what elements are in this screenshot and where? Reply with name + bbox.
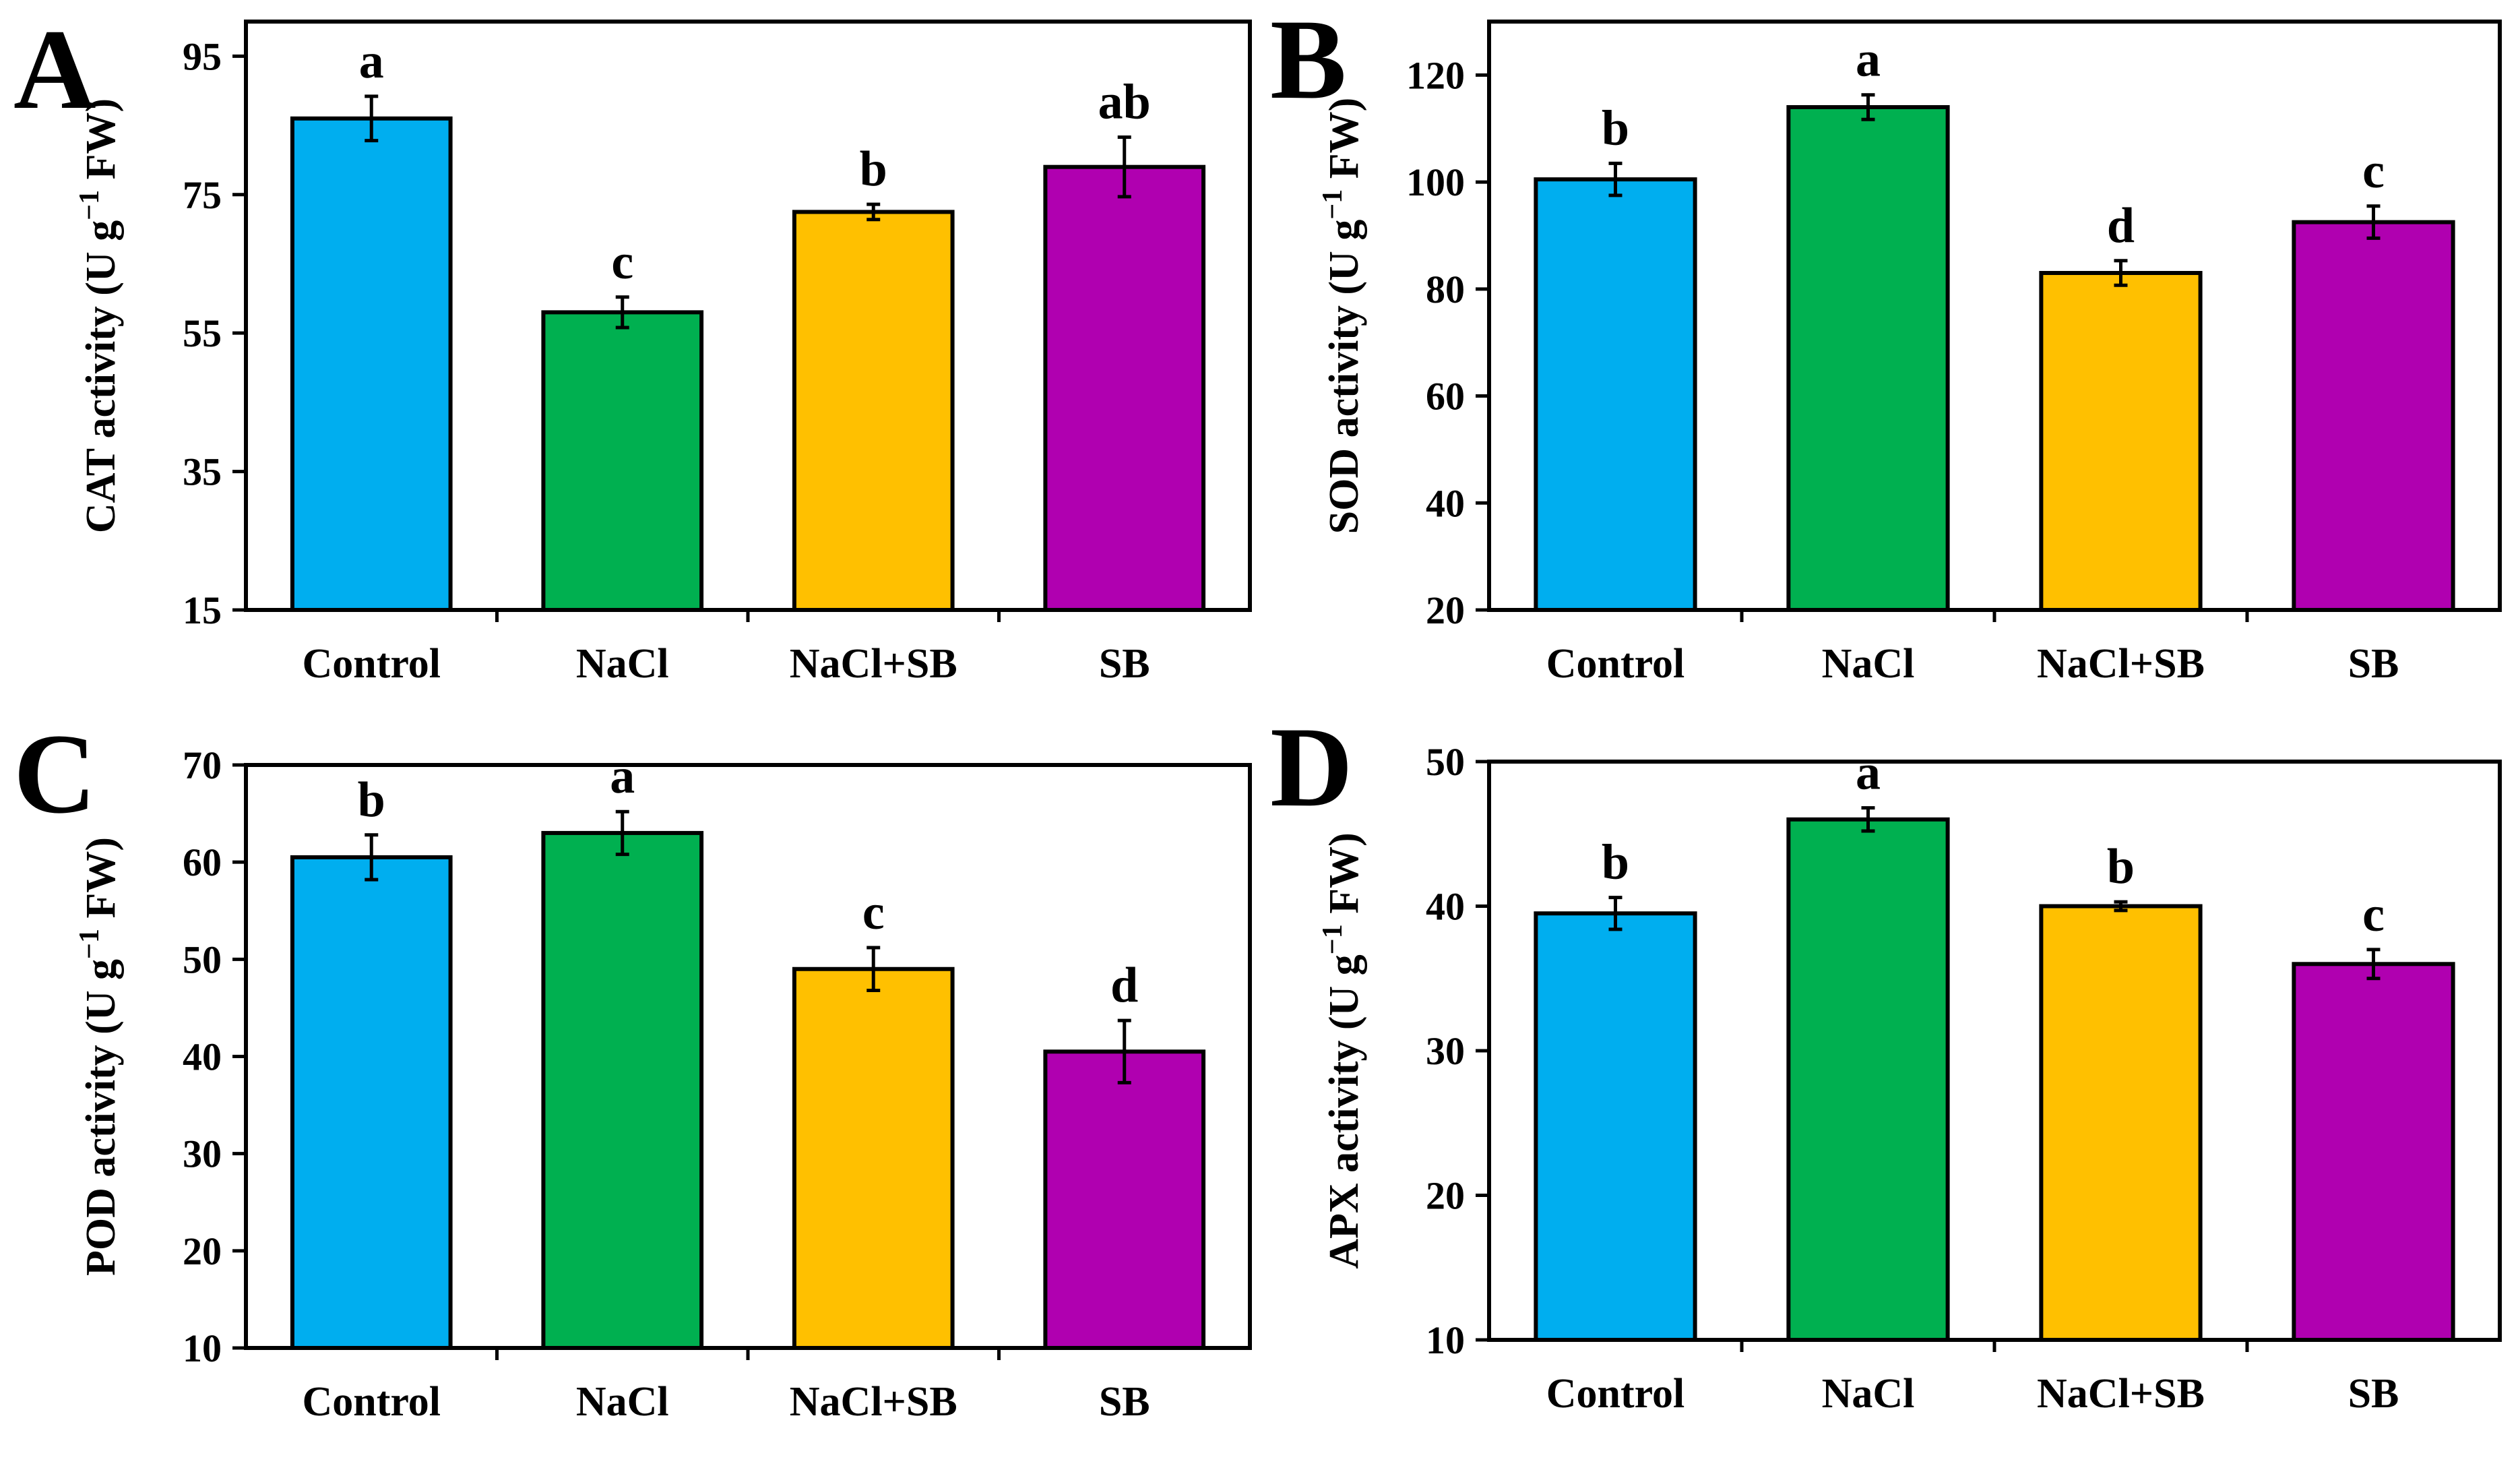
category-label: NaCl [576, 1379, 669, 1425]
bar-sb [2292, 962, 2455, 1343]
bar-nacl [1786, 104, 1950, 612]
panel-d: Db Control a NaCl b NaCl+SB c SB 10 20 30 40 50 APX a… [1270, 704, 2502, 1417]
significance-letter: d [2107, 198, 2135, 253]
y-tick-label: 60 [1426, 375, 1465, 419]
bar-control [290, 116, 453, 613]
panel-label: C [13, 710, 96, 837]
category-label: SB [1099, 641, 1150, 687]
significance-letter: b [358, 772, 385, 828]
y-axis-label-unit: FW) [78, 98, 124, 190]
y-tick-label: 75 [183, 173, 222, 217]
y-tick-label: 20 [183, 1229, 222, 1273]
plot-frame [244, 763, 1252, 1350]
y-axis-label-superscript: −1 [1317, 189, 1348, 220]
y-tick-label: 50 [183, 938, 222, 981]
y-axis-label-unit: FW) [1321, 832, 1367, 924]
bar-nacl [541, 310, 704, 612]
category-label: NaCl+SB [2037, 641, 2205, 687]
bar-nacl-sb [792, 210, 955, 612]
y-tick-label: 15 [183, 588, 222, 632]
y-tick-label: 120 [1406, 53, 1465, 97]
category-label: SB [1099, 1379, 1150, 1425]
y-tick-label: 30 [183, 1132, 222, 1176]
significance-letter: a [610, 749, 635, 804]
y-tick-label: 40 [1426, 885, 1465, 929]
bar-nacl-sb [2039, 271, 2203, 612]
y-tick-label: 55 [183, 311, 222, 355]
y-axis-label: POD activity (U g−1 FW) [74, 837, 124, 1276]
significance-letter: c [2362, 144, 2385, 199]
significance-letter: d [1110, 958, 1138, 1013]
y-tick-label: 40 [1426, 481, 1465, 525]
y-axis-label: SOD activity (U g−1 FW) [1317, 98, 1367, 534]
y-tick-label: 20 [1426, 588, 1465, 632]
bar-sb [2292, 220, 2455, 612]
significance-letter: b [1602, 100, 1629, 156]
category-label: NaCl [1822, 641, 1915, 687]
category-label: Control [1546, 1371, 1685, 1417]
category-label: NaCl+SB [790, 641, 957, 687]
y-tick-label: 80 [1426, 268, 1465, 311]
significance-letter: c [611, 235, 633, 290]
significance-letter: b [2107, 839, 2135, 894]
category-label: SB [2348, 641, 2399, 687]
bar-control [290, 855, 453, 1351]
significance-letter: c [862, 885, 885, 940]
bar-nacl-sb [2039, 904, 2203, 1342]
y-tick-label: 10 [183, 1326, 222, 1370]
bar-nacl [541, 830, 704, 1350]
y-tick-label: 20 [1426, 1174, 1465, 1218]
y-tick-label: 35 [183, 450, 222, 494]
category-label: NaCl+SB [2037, 1371, 2205, 1417]
y-axis-label-superscript: −1 [74, 929, 105, 959]
y-axis-label-superscript: −1 [1317, 924, 1348, 954]
y-tick-label: 95 [183, 34, 222, 78]
bar-control [1534, 911, 1697, 1342]
bar-sb [1043, 164, 1206, 612]
panel-label: D [1270, 704, 1353, 830]
significance-letter: ab [1098, 75, 1151, 130]
y-axis-label-unit: FW) [1321, 98, 1367, 189]
category-label: Control [1546, 641, 1685, 687]
panel-label: B [1270, 0, 1346, 123]
significance-letter: c [2362, 887, 2385, 942]
y-tick-label: 50 [1426, 740, 1465, 784]
significance-letter: b [860, 142, 887, 197]
y-axis-label-superscript: −1 [74, 190, 105, 220]
bar-nacl-sb [792, 966, 955, 1350]
category-label: NaCl [1822, 1371, 1915, 1417]
y-tick-label: 10 [1426, 1318, 1465, 1362]
panel-label: A [13, 6, 96, 133]
y-tick-label: 40 [183, 1035, 222, 1079]
category-label: SB [2348, 1371, 2399, 1417]
y-axis-label: CAT activity (U g−1 FW) [74, 98, 124, 533]
significance-letter: a [1856, 32, 1881, 88]
category-label: Control [302, 1379, 441, 1425]
y-tick-label: 100 [1406, 160, 1465, 204]
category-label: NaCl [576, 641, 669, 687]
y-axis-label-unit: FW) [78, 837, 124, 929]
y-axis-label: APX activity (U g−1 FW) [1317, 832, 1367, 1269]
plot-frame [1487, 760, 2502, 1342]
category-label: NaCl+SB [790, 1379, 957, 1425]
plot-frame [244, 20, 1252, 612]
significance-letter: a [359, 34, 384, 89]
bar-control [1534, 177, 1697, 612]
significance-letter: b [1602, 835, 1629, 890]
panel-b: Bb Control a NaCl d NaCl+SB c SB 20 40 60 80 100 120 S… [1270, 0, 2502, 687]
category-label: Control [302, 641, 441, 687]
plot-frame [1487, 20, 2502, 612]
bar-nacl [1786, 817, 1950, 1343]
y-tick-label: 70 [183, 743, 222, 787]
y-tick-label: 30 [1426, 1029, 1465, 1073]
significance-letter: a [1856, 745, 1881, 801]
y-tick-label: 60 [183, 840, 222, 884]
bar-sb [1043, 1049, 1206, 1350]
